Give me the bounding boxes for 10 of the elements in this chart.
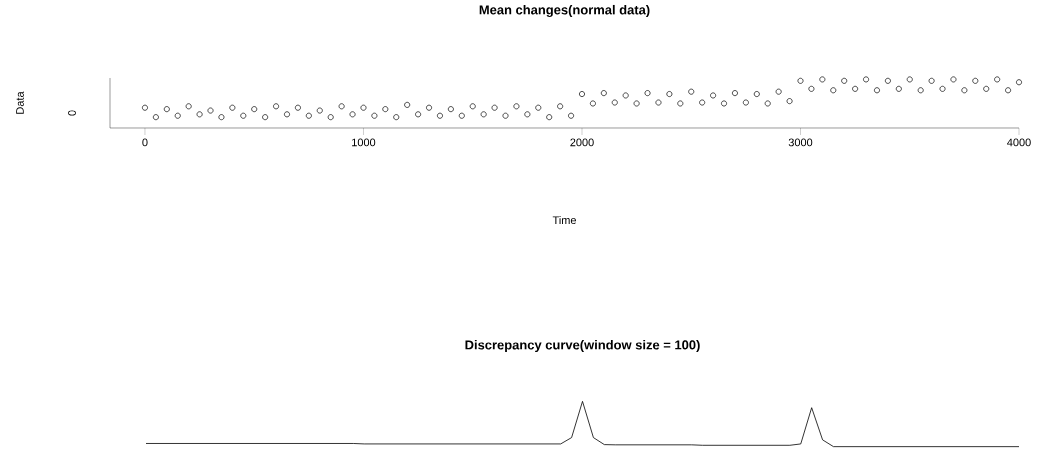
x-tick-label: 2000 — [570, 138, 594, 147]
chart-title: Discrepancy curve(window size = 100) — [465, 339, 700, 353]
x-tick-label: 1000 — [352, 138, 376, 147]
x-axis-title: Time — [552, 215, 576, 225]
x-tick-label: 0 — [142, 138, 148, 147]
text: 0 — [68, 110, 76, 116]
chart-title: Mean changes(normal data) — [479, 4, 650, 18]
x-tick-label: 3000 — [788, 138, 813, 147]
y-axis-title: Data — [16, 91, 24, 114]
x-tick-label: 4000 — [1007, 138, 1031, 147]
